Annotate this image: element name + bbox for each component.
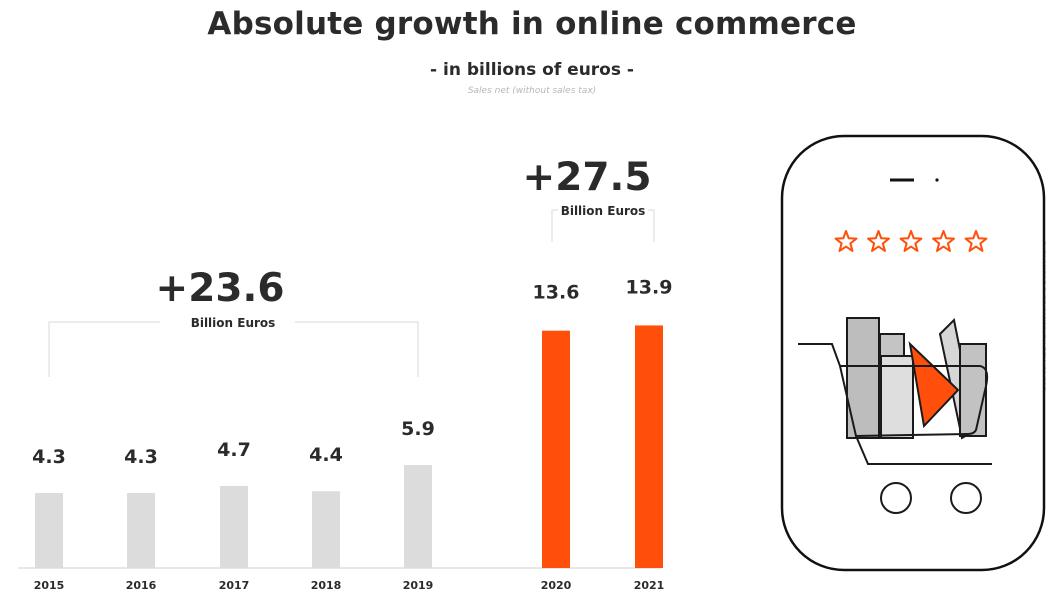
x-tick-2019: 2019 <box>403 579 434 592</box>
star-icon <box>932 230 955 252</box>
x-tick-2021: 2021 <box>634 579 665 592</box>
group-total-2015-2019: +23.6 <box>156 266 285 311</box>
value-label-2019: 5.9 <box>401 418 435 440</box>
cart-icon <box>798 317 992 514</box>
phone-camera <box>935 178 939 182</box>
rating-stars <box>834 230 988 252</box>
value-label-2021: 13.9 <box>626 276 673 298</box>
bar-2021 <box>635 325 663 568</box>
group-total-2020-2021: +27.5 <box>523 155 652 200</box>
cart-wheel-left <box>880 482 912 514</box>
bar-2016 <box>127 492 155 568</box>
value-label-2020: 13.6 <box>533 282 580 304</box>
bracket-2015-2019 <box>48 321 419 377</box>
value-label-2016: 4.3 <box>124 446 158 468</box>
chart-note: Sales net (without sales tax) <box>467 86 597 96</box>
chart-title: Absolute growth in online commerce <box>207 6 857 42</box>
x-tick-2016: 2016 <box>126 579 157 592</box>
x-tick-2020: 2020 <box>541 579 572 592</box>
bar-2017 <box>220 485 248 568</box>
bar-2019 <box>404 465 432 568</box>
x-tick-2018: 2018 <box>311 579 342 592</box>
shopping-cart-phone-icon <box>780 134 1046 572</box>
x-tick-2017: 2017 <box>219 579 250 592</box>
group-unit-2015-2019: Billion Euros <box>191 316 276 330</box>
star-icon <box>899 230 923 252</box>
bracket-2020-2021 <box>551 209 655 242</box>
star-icon <box>867 230 890 252</box>
chart-subtitle: - in billions of euros - <box>430 60 634 80</box>
star-icon <box>834 230 858 252</box>
star-icon <box>964 230 988 252</box>
x-tick-2015: 2015 <box>34 579 65 592</box>
group-unit-2020-2021: Billion Euros <box>561 204 646 218</box>
value-label-2017: 4.7 <box>217 439 251 461</box>
value-label-2018: 4.4 <box>309 444 343 466</box>
cart-wheel-right <box>950 482 982 514</box>
bar-2020 <box>542 330 570 568</box>
bars: 4.3 2015 4.3 2016 4.7 2017 4.4 2018 5.9 2019 13.6 2… <box>32 276 672 592</box>
bar-2018 <box>312 491 340 568</box>
value-label-2015: 4.3 <box>32 446 66 468</box>
bar-2015 <box>35 492 63 568</box>
